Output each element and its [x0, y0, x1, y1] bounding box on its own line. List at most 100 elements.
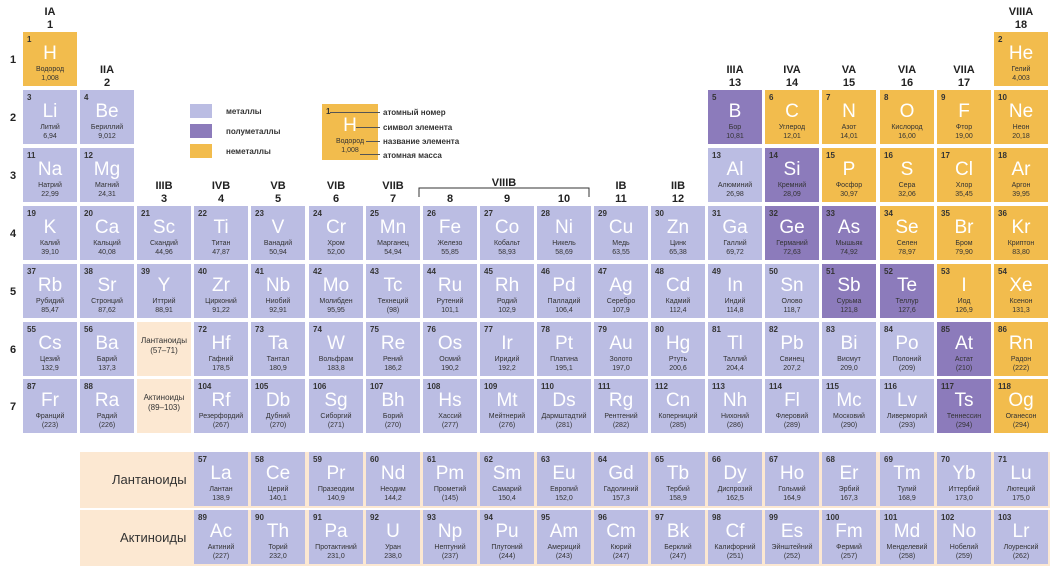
element-atomic-number: 32	[769, 209, 778, 218]
element-mass: 50,94	[269, 249, 287, 256]
element-mass: (277)	[441, 422, 459, 429]
element-name: Фермий	[836, 544, 862, 551]
element-name: Водород	[35, 66, 65, 73]
group-16-number: 16	[900, 77, 914, 89]
element-name: Нобелий	[949, 544, 979, 551]
element-atomic-number: 51	[826, 267, 835, 276]
element-atomic-number: 7	[826, 93, 831, 102]
element-cell-tl: 81 Tl Таллий 204,4	[708, 322, 762, 376]
element-name: Мейтнерий	[488, 413, 526, 420]
element-name: Прометий	[433, 486, 467, 493]
element-name: Кадмий	[665, 298, 691, 305]
actinoids-placeholder-label: Актиноиды (89–103)	[143, 393, 185, 412]
element-cell-au: 79 Au Золото 197,0	[594, 322, 648, 376]
element-symbol: Ni	[555, 217, 573, 238]
element-cell-ru: 44 Ru Рутений 101,1	[423, 264, 477, 318]
group-9-number: 9	[503, 193, 511, 205]
element-mass: (257)	[840, 553, 858, 560]
element-cell-ra: 88 Ra Радий (226)	[80, 379, 134, 433]
key-line-number	[330, 112, 380, 113]
element-symbol: Tc	[383, 275, 403, 296]
element-cell-ts: 117 Ts Теннессин (294)	[937, 379, 991, 433]
group-4-number: 4	[217, 193, 225, 205]
element-mass: 168,9	[898, 495, 916, 502]
element-mass: (276)	[498, 422, 516, 429]
element-mass: 231,0	[327, 553, 345, 560]
element-cell-pu: 94 Pu Плутоний (244)	[480, 510, 534, 564]
element-name: Магний	[94, 182, 120, 189]
element-symbol: B	[728, 101, 742, 122]
element-name: Празеодим	[317, 486, 355, 493]
element-name: Алюминий	[717, 182, 753, 189]
element-atomic-number: 22	[198, 209, 207, 218]
group-3-number: 3	[160, 193, 168, 205]
element-symbol: Re	[380, 333, 406, 354]
element-cell-ag: 47 Ag Серебро 107,9	[594, 264, 648, 318]
element-symbol: Ti	[213, 217, 229, 238]
element-symbol: Bi	[840, 333, 858, 354]
element-cell-pr: 59 Pr Празеодим 140,9	[309, 452, 363, 506]
element-cell-lr: 103 Lr Лоуренсий (262)	[994, 510, 1048, 564]
element-symbol: Po	[895, 333, 919, 354]
element-name: Молибден	[319, 298, 353, 305]
element-name: Иттрий	[152, 298, 176, 305]
element-mass: (223)	[41, 422, 59, 429]
element-mass: 167,3	[840, 495, 858, 502]
element-name: Иттербий	[948, 486, 980, 493]
element-name: Рентгений	[604, 413, 638, 420]
element-cell-cn: 112 Cn Коперниций (285)	[651, 379, 705, 433]
element-atomic-number: 96	[598, 513, 607, 522]
element-cell-ta: 73 Ta Тантал 180,9	[251, 322, 305, 376]
element-name: Европий	[550, 486, 578, 493]
element-mass: 1,008	[41, 75, 59, 82]
element-cell-at: 85 At Астат (210)	[937, 322, 991, 376]
element-symbol: Hf	[211, 333, 231, 354]
group-5-number: 5	[274, 193, 282, 205]
element-name: Гафний	[208, 356, 234, 363]
element-mass: 114,8	[726, 307, 744, 314]
element-name: Таллий	[723, 356, 747, 363]
element-symbol: Ts	[954, 390, 974, 411]
element-symbol: Rh	[494, 275, 520, 296]
element-atomic-number: 117	[941, 382, 954, 391]
element-name: Америций	[547, 544, 581, 551]
element-symbol: Fm	[835, 521, 863, 542]
element-symbol: Ac	[209, 521, 233, 542]
element-mass: (243)	[555, 553, 573, 560]
element-symbol: Se	[895, 217, 919, 238]
element-atomic-number: 34	[884, 209, 893, 218]
element-name: Сурьма	[836, 298, 862, 305]
element-mass: (282)	[612, 422, 630, 429]
element-name: Теллур	[895, 298, 919, 305]
group-15-number: 15	[842, 77, 856, 89]
element-symbol: Pr	[326, 463, 346, 484]
element-cell-mt: 109 Mt Мейтнерий (276)	[480, 379, 534, 433]
element-name: Менделевий	[886, 544, 928, 551]
element-mass: 197,0	[612, 365, 630, 372]
element-atomic-number: 9	[941, 93, 946, 102]
element-symbol: Dy	[723, 463, 747, 484]
element-atomic-number: 63	[541, 455, 550, 464]
element-cell-th: 90 Th Торий 232,0	[251, 510, 305, 564]
element-name: Протактиний	[315, 544, 357, 551]
element-symbol: H	[43, 43, 57, 64]
element-symbol: P	[842, 159, 856, 180]
group-2-number: 2	[103, 77, 111, 89]
element-mass: 126,9	[955, 307, 973, 314]
element-mass: 200,6	[669, 365, 687, 372]
element-mass: 40,08	[98, 249, 116, 256]
element-symbol: Sb	[837, 275, 861, 296]
element-mass: (237)	[441, 553, 459, 560]
element-symbol: Cu	[608, 217, 634, 238]
element-cell-rf: 104 Rf Резерфордий (267)	[194, 379, 248, 433]
element-symbol: Cf	[725, 521, 745, 542]
element-atomic-number: 1	[27, 35, 32, 44]
element-mass: 150,4	[498, 495, 516, 502]
element-mass: 178,5	[212, 365, 230, 372]
element-cell-mc: 115 Mc Московий (290)	[822, 379, 876, 433]
element-atomic-number: 62	[484, 455, 493, 464]
element-name: Калий	[40, 240, 60, 247]
element-atomic-number: 39	[141, 267, 150, 276]
element-atomic-number: 67	[769, 455, 778, 464]
element-cell-pd: 46 Pd Палладий 106,4	[537, 264, 591, 318]
